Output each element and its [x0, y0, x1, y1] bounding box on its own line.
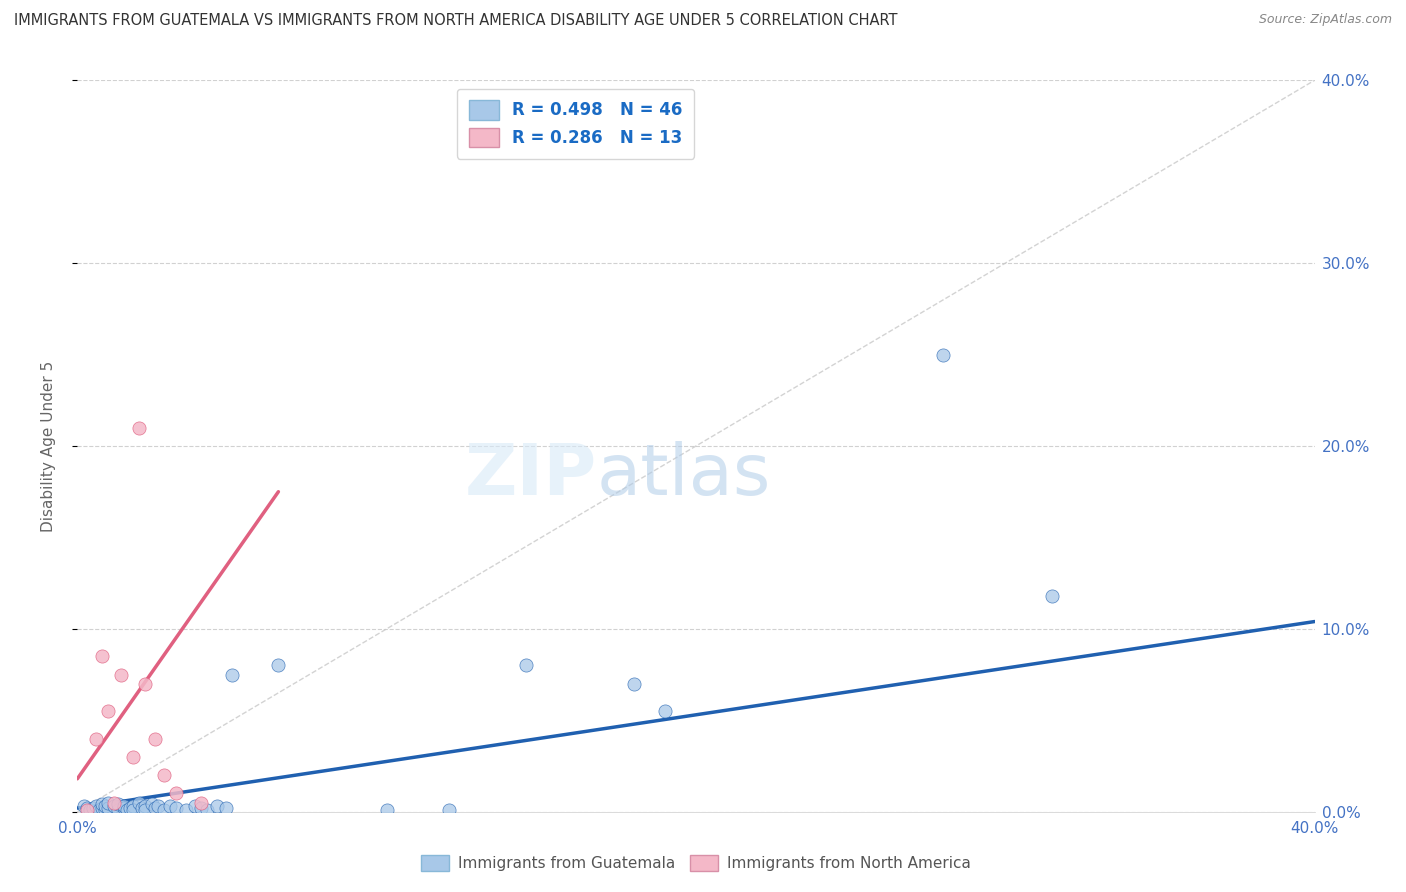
Legend: Immigrants from Guatemala, Immigrants from North America: Immigrants from Guatemala, Immigrants fr… — [415, 849, 977, 877]
Point — [128, 796, 150, 810]
Point — [128, 421, 150, 435]
Point — [375, 803, 398, 817]
Point — [932, 348, 955, 362]
Point — [122, 803, 145, 817]
Point — [437, 803, 460, 817]
Point — [115, 803, 138, 817]
Text: ZIP: ZIP — [465, 441, 598, 509]
Point — [82, 801, 104, 815]
Point — [91, 649, 114, 664]
Point — [215, 801, 238, 815]
Point — [205, 799, 228, 814]
Point — [118, 801, 141, 815]
Point — [122, 749, 145, 764]
Point — [76, 803, 98, 817]
Point — [87, 803, 110, 817]
Point — [72, 799, 94, 814]
Point — [84, 799, 107, 814]
Point — [110, 667, 132, 681]
Point — [165, 787, 187, 801]
Text: IMMIGRANTS FROM GUATEMALA VS IMMIGRANTS FROM NORTH AMERICA DISABILITY AGE UNDER : IMMIGRANTS FROM GUATEMALA VS IMMIGRANTS … — [14, 13, 897, 29]
Point — [184, 799, 207, 814]
Point — [190, 796, 212, 810]
Point — [91, 797, 114, 812]
Y-axis label: Disability Age Under 5: Disability Age Under 5 — [42, 360, 56, 532]
Point — [134, 799, 156, 814]
Point — [221, 667, 243, 681]
Text: atlas: atlas — [598, 441, 772, 509]
Point — [122, 799, 145, 814]
Point — [1040, 589, 1063, 603]
Point — [146, 799, 169, 814]
Point — [97, 704, 120, 718]
Point — [153, 803, 176, 817]
Point — [134, 676, 156, 690]
Point — [107, 797, 129, 812]
Point — [91, 801, 114, 815]
Point — [131, 801, 153, 815]
Point — [515, 658, 537, 673]
Point — [174, 803, 197, 817]
Point — [103, 796, 125, 810]
Point — [159, 799, 181, 814]
Point — [94, 803, 117, 817]
Point — [141, 797, 163, 812]
Point — [79, 803, 101, 817]
Point — [112, 799, 135, 814]
Point — [94, 799, 117, 814]
Point — [153, 768, 176, 782]
Point — [267, 658, 290, 673]
Point — [103, 799, 125, 814]
Point — [190, 801, 212, 815]
Point — [107, 803, 129, 817]
Point — [143, 801, 166, 815]
Point — [97, 801, 120, 815]
Point — [623, 676, 645, 690]
Point — [84, 731, 107, 746]
Point — [143, 731, 166, 746]
Text: Source: ZipAtlas.com: Source: ZipAtlas.com — [1258, 13, 1392, 27]
Point — [97, 796, 120, 810]
Point — [165, 801, 187, 815]
Point — [76, 801, 98, 815]
Point — [112, 801, 135, 815]
Point — [134, 803, 156, 817]
Point — [654, 704, 676, 718]
Point — [195, 803, 218, 817]
